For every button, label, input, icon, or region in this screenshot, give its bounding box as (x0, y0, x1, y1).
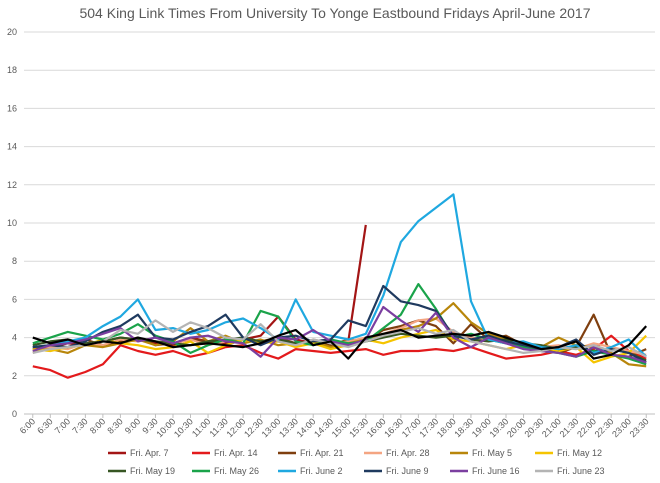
y-tick-label: 0 (12, 409, 17, 419)
legend-item: Fri. May 12 (535, 448, 602, 458)
y-tick-label: 8 (12, 256, 17, 266)
chart-title: 504 King Link Times From University To Y… (79, 5, 590, 21)
x-tick-label: 7:00 (53, 416, 72, 435)
y-tick-label: 18 (7, 65, 17, 75)
legend-label: Fri. June 23 (557, 466, 605, 476)
x-tick-label: 13:00 (260, 416, 283, 439)
x-axis-ticks: 6:006:307:007:308:008:309:009:3010:0010:… (18, 414, 651, 439)
legend-item: Fri. June 9 (364, 466, 429, 476)
legend-label: Fri. May 12 (557, 448, 602, 458)
legend: Fri. Apr. 7 Fri. Apr. 14 Fri. Apr. 21 Fri. … (108, 448, 605, 476)
x-tick-label: 23:30 (628, 416, 651, 439)
x-tick-label: 10:30 (172, 416, 195, 439)
legend-item: Fri. May 5 (450, 448, 512, 458)
y-tick-label: 4 (12, 333, 17, 343)
legend-item: Fri. Apr. 28 (364, 448, 430, 458)
legend-label: Fri. June 2 (300, 466, 343, 476)
x-tick-label: 9:00 (123, 416, 142, 435)
series-line-2 (32, 334, 647, 379)
x-tick-label: 16:30 (382, 416, 405, 439)
legend-label: Fri. May 19 (130, 466, 175, 476)
x-tick-label: 22:00 (575, 416, 598, 439)
x-tick-label: 14:00 (295, 416, 318, 439)
series-line-12 (32, 319, 647, 358)
x-tick-label: 11:00 (190, 416, 213, 439)
series-line-9 (32, 193, 647, 358)
legend-label: Fri. May 26 (214, 466, 259, 476)
legend-item: Fri. June 2 (278, 466, 343, 476)
y-axis-ticks: 0 2 4 6 8 10 12 14 16 18 20 (7, 27, 17, 419)
legend-label: Fri. Apr. 14 (214, 448, 258, 458)
x-tick-label: 18:30 (452, 416, 475, 439)
x-tick-label: 20:30 (522, 416, 545, 439)
x-tick-label: 19:00 (470, 416, 493, 439)
legend-label: Fri. Apr. 21 (300, 448, 344, 458)
legend-item: Fri. May 19 (108, 466, 175, 476)
legend-item: Fri. June 16 (450, 466, 520, 476)
series-line-13 (32, 325, 648, 360)
y-tick-label: 14 (7, 142, 17, 152)
legend-item: Fri. June 23 (535, 466, 605, 476)
x-tick-label: 18:00 (435, 416, 458, 439)
legend-item: Fri. Apr. 21 (278, 448, 344, 458)
x-tick-label: 22:30 (593, 416, 616, 439)
legend-label: Fri. May 5 (472, 448, 512, 458)
x-tick-label: 6:30 (35, 416, 54, 435)
x-tick-label: 8:30 (105, 416, 124, 435)
legend-item: Fri. Apr. 7 (108, 448, 169, 458)
series-lines (32, 193, 648, 379)
y-tick-label: 12 (7, 180, 17, 190)
x-tick-label: 8:00 (88, 416, 107, 435)
legend-label: Fri. Apr. 7 (130, 448, 169, 458)
y-tick-label: 6 (12, 294, 17, 304)
x-tick-label: 23:00 (610, 416, 633, 439)
x-tick-label: 12:00 (225, 416, 248, 439)
legend-item: Fri. Apr. 14 (192, 448, 258, 458)
x-tick-label: 16:00 (365, 416, 388, 439)
y-tick-label: 16 (7, 103, 17, 113)
y-tick-label: 10 (7, 218, 17, 228)
x-tick-label: 14:30 (312, 416, 335, 439)
x-tick-label: 12:30 (242, 416, 265, 439)
x-tick-label: 19:30 (487, 416, 510, 439)
x-tick-label: 13:30 (277, 416, 300, 439)
y-tick-label: 2 (12, 371, 17, 381)
x-tick-label: 21:30 (558, 416, 581, 439)
x-tick-label: 10:00 (154, 416, 177, 439)
x-tick-label: 6:00 (18, 416, 37, 435)
gridlines (24, 31, 655, 415)
series-line-11 (32, 305, 647, 364)
legend-label: Fri. Apr. 28 (386, 448, 430, 458)
x-tick-label: 15:00 (330, 416, 353, 439)
x-tick-label: 7:30 (70, 416, 89, 435)
legend-item: Fri. May 26 (192, 466, 259, 476)
legend-label: Fri. June 9 (386, 466, 429, 476)
x-tick-label: 21:00 (540, 416, 563, 439)
x-tick-label: 15:30 (347, 416, 370, 439)
x-tick-label: 17:30 (417, 416, 440, 439)
y-tick-label: 20 (7, 27, 17, 37)
x-tick-label: 17:00 (400, 416, 423, 439)
legend-label: Fri. June 16 (472, 466, 520, 476)
x-tick-label: 20:00 (505, 416, 528, 439)
